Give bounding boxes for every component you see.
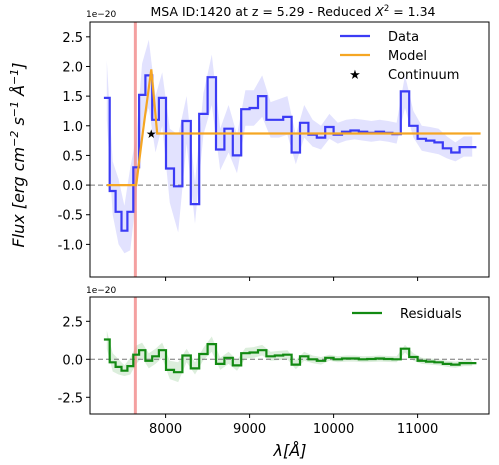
data-series-line <box>103 74 477 232</box>
y-tick-label: -1.0 <box>58 238 83 253</box>
flux-error-band <box>106 39 473 254</box>
legend-continuum-star-icon: ★ <box>349 68 361 83</box>
x-tick-label: 9000 <box>233 422 266 437</box>
y-tick-label: 0.0 <box>62 353 83 368</box>
legend-model-label: Model <box>388 49 427 64</box>
legend-data-label: Data <box>388 30 419 45</box>
y-tick-label: 1.5 <box>62 90 83 105</box>
top-offset-text: 1e−20 <box>86 10 117 20</box>
bottom-offset-text: 1e−20 <box>86 286 117 296</box>
flux-legend: Data Model ★ Continuum <box>340 30 459 83</box>
y-tick-label: 1.0 <box>62 120 83 135</box>
y-axis-label: Flux [erg cm−2 s−1 Å−1] <box>8 63 28 248</box>
model-series-line <box>106 69 481 187</box>
residuals-panel: 1e−20 -2.5 0.0 2.5 8000 9000 10000 11000 λ[Å]… <box>58 286 490 460</box>
y-tick-label: -2.5 <box>58 391 83 406</box>
chart-title: MSA ID:1420 at z = 5.29 - Reduced X2 = 1… <box>151 4 436 19</box>
y-tick-label: 0.0 <box>62 179 83 194</box>
legend-continuum-label: Continuum <box>388 68 459 83</box>
residual-axes-frame <box>89 296 490 415</box>
y-tick-label: 2.5 <box>62 315 83 330</box>
legend-residuals-label: Residuals <box>400 307 462 322</box>
flux-panel: 1e−20 MSA ID:1420 at z = 5.29 - Reduced … <box>8 4 490 281</box>
residuals-legend: Residuals <box>352 307 462 322</box>
residual-error-band <box>106 330 473 383</box>
y-tick-label: 2.5 <box>62 31 83 46</box>
residuals-series-line <box>103 338 477 374</box>
continuum-star-marker: ★ <box>146 127 157 141</box>
y-tick-label: 0.5 <box>62 149 83 164</box>
flux-axes-frame <box>89 21 490 278</box>
y-tick-label: -0.5 <box>58 209 83 224</box>
x-tick-label: 10000 <box>313 422 354 437</box>
y-tick-label: 2.0 <box>62 60 83 75</box>
x-tick-label: 11000 <box>397 422 438 437</box>
x-tick-label: 8000 <box>149 422 182 437</box>
x-axis-label: λ[Å] <box>273 441 307 460</box>
